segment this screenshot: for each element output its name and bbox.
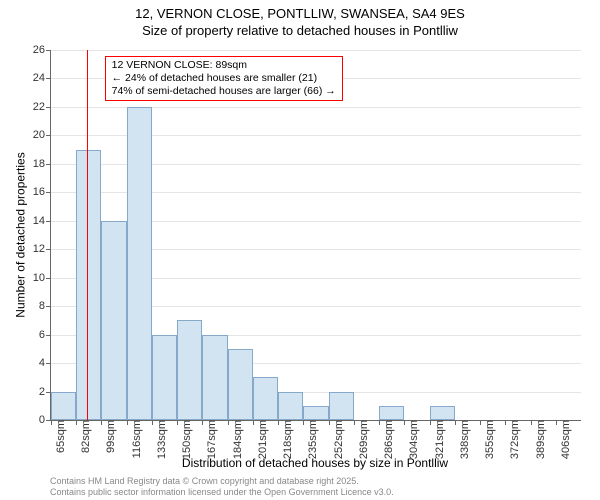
x-tick-label: 252sqm — [327, 420, 345, 459]
y-tick-mark — [46, 249, 51, 250]
y-tick-mark — [46, 107, 51, 108]
histogram-bar — [177, 320, 202, 420]
y-tick-mark — [46, 135, 51, 136]
x-tick-label: 82sqm — [74, 420, 92, 453]
x-tick-label: 338sqm — [453, 420, 471, 459]
x-tick-label: 167sqm — [200, 420, 218, 459]
x-tick-label: 304sqm — [402, 420, 420, 459]
histogram-bar — [51, 392, 76, 420]
x-tick-label: 201sqm — [251, 420, 269, 459]
x-tick-label: 389sqm — [529, 420, 547, 459]
x-tick-label: 286sqm — [377, 420, 395, 459]
histogram-bar — [329, 392, 354, 420]
x-tick-label: 355sqm — [478, 420, 496, 459]
y-tick-mark — [46, 50, 51, 51]
y-tick-mark — [46, 78, 51, 79]
footer-line-2: Contains public sector information licen… — [50, 487, 580, 498]
histogram-bar — [152, 335, 177, 420]
x-tick-label: 321sqm — [428, 420, 446, 459]
histogram-bar — [303, 406, 328, 420]
x-tick-label: 133sqm — [150, 420, 168, 459]
histogram-bar — [379, 406, 404, 420]
property-marker-line — [87, 50, 88, 420]
x-axis-title: Distribution of detached houses by size … — [50, 456, 580, 470]
y-tick-mark — [46, 335, 51, 336]
x-tick-label: 406sqm — [554, 420, 572, 459]
annotation-box: 12 VERNON CLOSE: 89sqm ← 24% of detached… — [105, 56, 343, 101]
histogram-bar — [127, 107, 152, 420]
annotation-line-1: 12 VERNON CLOSE: 89sqm — [112, 59, 336, 72]
x-tick-label: 184sqm — [226, 420, 244, 459]
y-tick-mark — [46, 192, 51, 193]
y-tick-mark — [46, 221, 51, 222]
histogram-bar — [101, 221, 126, 420]
x-tick-label: 116sqm — [125, 420, 143, 458]
annotation-line-3: 74% of semi-detached houses are larger (… — [112, 85, 336, 98]
y-tick-mark — [46, 306, 51, 307]
x-tick-label: 65sqm — [49, 420, 67, 453]
histogram-bar — [430, 406, 455, 420]
y-tick-mark — [46, 164, 51, 165]
histogram-bar — [76, 150, 101, 420]
chart-footer: Contains HM Land Registry data © Crown c… — [50, 476, 580, 498]
y-tick-mark — [46, 363, 51, 364]
title-line-1: 12, VERNON CLOSE, PONTLLIW, SWANSEA, SA4… — [0, 6, 600, 23]
x-tick-label: 218sqm — [276, 420, 294, 459]
title-line-2: Size of property relative to detached ho… — [0, 23, 600, 40]
x-tick-label: 269sqm — [352, 420, 370, 459]
chart-title: 12, VERNON CLOSE, PONTLLIW, SWANSEA, SA4… — [0, 0, 600, 40]
gridline — [51, 50, 581, 51]
x-tick-label: 99sqm — [99, 420, 117, 453]
histogram-bar — [202, 335, 227, 420]
histogram-chart: 12, VERNON CLOSE, PONTLLIW, SWANSEA, SA4… — [0, 0, 600, 500]
histogram-bar — [228, 349, 253, 420]
histogram-bar — [253, 377, 278, 420]
y-tick-mark — [46, 278, 51, 279]
x-tick-label: 235sqm — [301, 420, 319, 459]
x-tick-label: 150sqm — [175, 420, 193, 459]
annotation-line-2: ← 24% of detached houses are smaller (21… — [112, 72, 336, 85]
x-tick-label: 372sqm — [503, 420, 521, 459]
plot-area: 0246810121416182022242665sqm82sqm99sqm11… — [50, 50, 581, 421]
histogram-bar — [278, 392, 303, 420]
footer-line-1: Contains HM Land Registry data © Crown c… — [50, 476, 580, 487]
